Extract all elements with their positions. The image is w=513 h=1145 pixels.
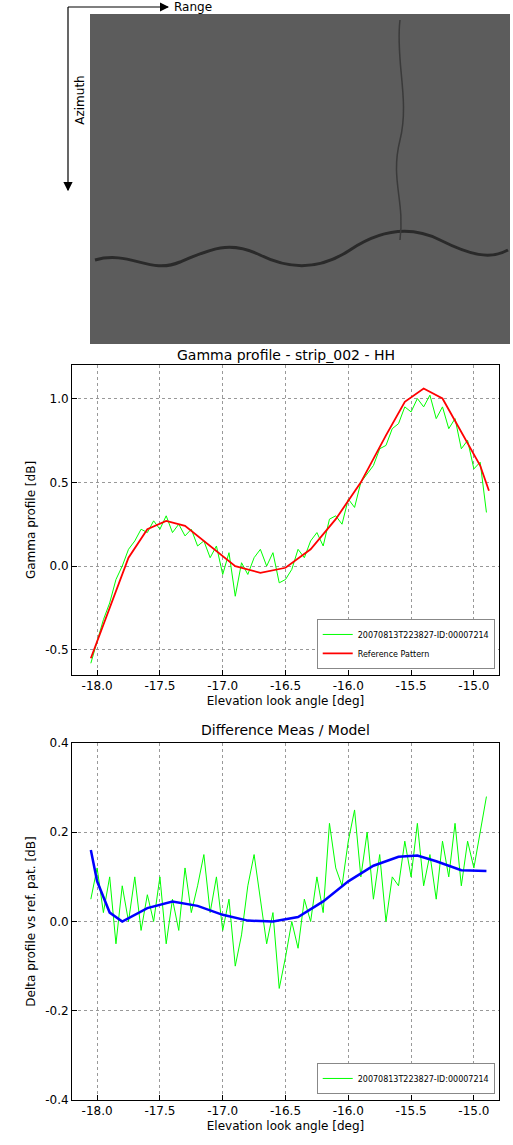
svg-text:-0.2: -0.2	[45, 1004, 68, 1018]
svg-text:Range: Range	[174, 0, 212, 14]
svg-text:-16.0: -16.0	[333, 1104, 364, 1118]
svg-text:-16.5: -16.5	[270, 1104, 301, 1118]
svg-text:1.0: 1.0	[50, 392, 69, 406]
svg-text:-15.5: -15.5	[396, 679, 427, 693]
svg-text:Difference Meas / Model: Difference Meas / Model	[201, 722, 370, 738]
svg-text:-15.5: -15.5	[396, 1104, 427, 1118]
svg-text:Elevation look angle [deg]: Elevation look angle [deg]	[207, 694, 364, 708]
svg-text:20070813T223827-ID:00007214: 20070813T223827-ID:00007214	[358, 631, 489, 640]
svg-text:-0.5: -0.5	[45, 643, 68, 657]
svg-text:0.0: 0.0	[50, 559, 69, 573]
svg-text:-15.0: -15.0	[458, 1104, 489, 1118]
svg-text:-16.5: -16.5	[270, 679, 301, 693]
svg-text:Azimuth: Azimuth	[73, 75, 87, 124]
svg-text:-17.5: -17.5	[144, 1104, 175, 1118]
svg-text:-18.0: -18.0	[82, 679, 113, 693]
svg-text:Elevation look angle [deg]: Elevation look angle [deg]	[207, 1119, 364, 1133]
svg-text:-17.0: -17.0	[207, 1104, 238, 1118]
svg-text:-17.5: -17.5	[144, 679, 175, 693]
svg-text:0.0: 0.0	[50, 915, 69, 929]
svg-text:-18.0: -18.0	[82, 1104, 113, 1118]
svg-text:-0.4: -0.4	[45, 1093, 68, 1107]
svg-text:Gamma profile - strip_002 - HH: Gamma profile - strip_002 - HH	[177, 347, 395, 363]
svg-text:0.4: 0.4	[50, 736, 69, 750]
svg-text:-16.0: -16.0	[333, 679, 364, 693]
svg-text:-17.0: -17.0	[207, 679, 238, 693]
svg-text:Gamma profile [dB]: Gamma profile [dB]	[24, 461, 38, 579]
svg-text:0.2: 0.2	[50, 825, 69, 839]
svg-text:Delta profile vs ref. pat. [dB: Delta profile vs ref. pat. [dB]	[24, 836, 38, 1006]
svg-text:0.5: 0.5	[50, 476, 69, 490]
svg-text:-15.0: -15.0	[458, 679, 489, 693]
svg-text:Reference Pattern: Reference Pattern	[358, 650, 430, 659]
svg-text:20070813T223827-ID:00007214: 20070813T223827-ID:00007214	[358, 1075, 489, 1084]
